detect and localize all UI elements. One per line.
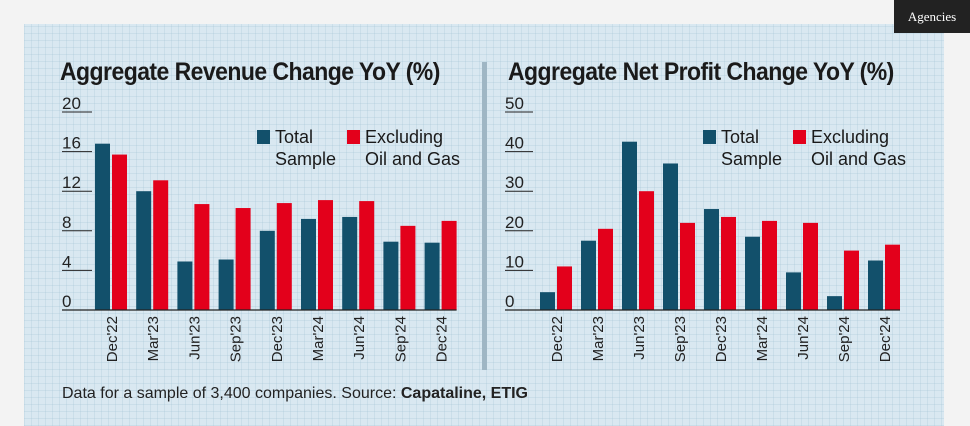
bar-excluding-oil-and-gas-mar-23 bbox=[153, 180, 169, 310]
legend-label-line2: Oil and Gas bbox=[365, 149, 460, 169]
x-tick-label: Sep'24 bbox=[836, 316, 853, 362]
y-tick-label: 20 bbox=[505, 213, 524, 232]
legend-label-line1: Excluding bbox=[811, 127, 889, 147]
bar-total-sample-sep-23 bbox=[218, 259, 234, 310]
x-tick-label: Dec'23 bbox=[713, 316, 730, 362]
bar-excluding-oil-and-gas-dec-24 bbox=[885, 244, 900, 310]
y-tick-label: 16 bbox=[62, 134, 81, 153]
bar-excluding-oil-and-gas-jun-24 bbox=[359, 201, 375, 310]
x-tick-label: Jun'24 bbox=[351, 316, 368, 360]
x-tick-label: Mar'24 bbox=[310, 316, 327, 361]
bar-excluding-oil-and-gas-sep-24 bbox=[400, 225, 416, 310]
bar-total-sample-sep-24 bbox=[383, 241, 399, 310]
x-tick-label: Mar'24 bbox=[754, 316, 771, 361]
bar-total-sample-dec-23 bbox=[259, 230, 275, 310]
y-tick-label: 20 bbox=[62, 94, 81, 113]
bar-total-sample-jun-23 bbox=[622, 141, 637, 310]
profit-chart: 0 10 20 30 40 50 Dec'22 Mar'23 Jun'23 Sep'23 Dec'2… bbox=[505, 94, 906, 362]
footnote: Data for a sample of 3,400 companies. So… bbox=[62, 385, 528, 403]
bar-total-sample-mar-23 bbox=[581, 240, 596, 310]
bar-total-sample-mar-24 bbox=[745, 236, 760, 310]
x-tick-label: Dec'24 bbox=[877, 316, 894, 362]
x-tick-label: Jun'23 bbox=[631, 316, 648, 360]
y-tick-label: 4 bbox=[62, 252, 71, 271]
bar-excluding-oil-and-gas-sep-24 bbox=[844, 250, 859, 310]
bar-excluding-oil-and-gas-sep-23 bbox=[680, 222, 695, 310]
bar-excluding-oil-and-gas-sep-23 bbox=[235, 208, 251, 310]
legend-label-line2: Sample bbox=[721, 149, 782, 169]
x-tick-label: Dec'24 bbox=[434, 316, 451, 362]
bar-total-sample-jun-23 bbox=[177, 261, 193, 310]
bar-total-sample-dec-22 bbox=[540, 292, 555, 310]
legend-swatch-total-sample bbox=[703, 130, 716, 144]
x-tick-label: Sep'23 bbox=[672, 316, 689, 362]
bar-excluding-oil-and-gas-dec-22 bbox=[557, 266, 572, 310]
x-tick-label: Dec'22 bbox=[104, 316, 121, 362]
y-tick-label: 50 bbox=[505, 94, 524, 113]
y-tick-label: 10 bbox=[505, 252, 524, 271]
legend-label-line1: Total bbox=[721, 127, 759, 147]
y-tick-label: 0 bbox=[62, 292, 71, 311]
x-tick-label: Sep'24 bbox=[392, 316, 409, 362]
bar-excluding-oil-and-gas-dec-23 bbox=[721, 216, 736, 310]
bar-excluding-oil-and-gas-dec-23 bbox=[276, 203, 292, 310]
footnote-text: Data for a sample of 3,400 companies. So… bbox=[62, 385, 401, 402]
bar-excluding-oil-and-gas-dec-24 bbox=[441, 220, 457, 310]
legend-label-line2: Sample bbox=[275, 149, 336, 169]
legend-label-line1: Excluding bbox=[365, 127, 443, 147]
y-tick-label: 8 bbox=[62, 213, 71, 232]
y-tick-label: 12 bbox=[62, 173, 81, 192]
y-tick-label: 30 bbox=[505, 173, 524, 192]
bar-total-sample-dec-23 bbox=[704, 209, 719, 310]
y-tick-label: 0 bbox=[505, 292, 514, 311]
revenue-chart-title: Aggregate Revenue Change YoY (%) bbox=[60, 58, 440, 86]
bar-total-sample-jun-24 bbox=[786, 272, 801, 310]
legend-swatch-total-sample bbox=[257, 130, 270, 144]
bar-excluding-oil-and-gas-jun-23 bbox=[194, 204, 210, 310]
bar-excluding-oil-and-gas-mar-23 bbox=[598, 228, 613, 310]
legend-swatch-excluding-oil-and-gas bbox=[347, 130, 360, 144]
x-tick-label: Dec'23 bbox=[269, 316, 286, 362]
bar-excluding-oil-and-gas-dec-22 bbox=[112, 154, 127, 310]
x-tick-label: Dec'22 bbox=[549, 316, 566, 362]
bar-total-sample-sep-23 bbox=[663, 163, 678, 310]
bar-total-sample-dec-22 bbox=[95, 143, 110, 310]
x-tick-label: Jun'23 bbox=[186, 316, 203, 360]
revenue-chart: 0 4 8 12 16 20 Dec'22 Mar'23 Jun'23 Sep'23 Dec'23 M… bbox=[62, 94, 460, 362]
bar-total-sample-mar-23 bbox=[136, 191, 152, 310]
bar-excluding-oil-and-gas-jun-24 bbox=[803, 222, 818, 310]
legend-label-line1: Total bbox=[275, 127, 313, 147]
legend-swatch-excluding-oil-and-gas bbox=[793, 130, 806, 144]
bar-total-sample-mar-24 bbox=[301, 218, 316, 310]
x-tick-label: Mar'23 bbox=[590, 316, 607, 361]
chart-divider bbox=[482, 62, 487, 370]
legend-label-line2: Oil and Gas bbox=[811, 149, 906, 169]
bar-total-sample-jun-24 bbox=[342, 216, 358, 310]
profit-chart-title: Aggregate Net Profit Change YoY (%) bbox=[508, 58, 894, 86]
bar-excluding-oil-and-gas-jun-23 bbox=[639, 191, 654, 310]
bar-total-sample-dec-24 bbox=[868, 260, 883, 310]
y-tick-label: 40 bbox=[505, 134, 524, 153]
x-tick-label: Jun'24 bbox=[795, 316, 812, 360]
agencies-badge: Agencies bbox=[894, 0, 970, 33]
x-tick-label: Sep'23 bbox=[228, 316, 245, 362]
bar-total-sample-dec-24 bbox=[424, 242, 440, 310]
x-tick-label: Mar'23 bbox=[145, 316, 162, 361]
bar-total-sample-sep-24 bbox=[827, 296, 842, 310]
bar-excluding-oil-and-gas-mar-24 bbox=[762, 220, 777, 310]
footnote-source: Capataline, ETIG bbox=[400, 385, 528, 402]
bar-excluding-oil-and-gas-mar-24 bbox=[318, 200, 333, 310]
